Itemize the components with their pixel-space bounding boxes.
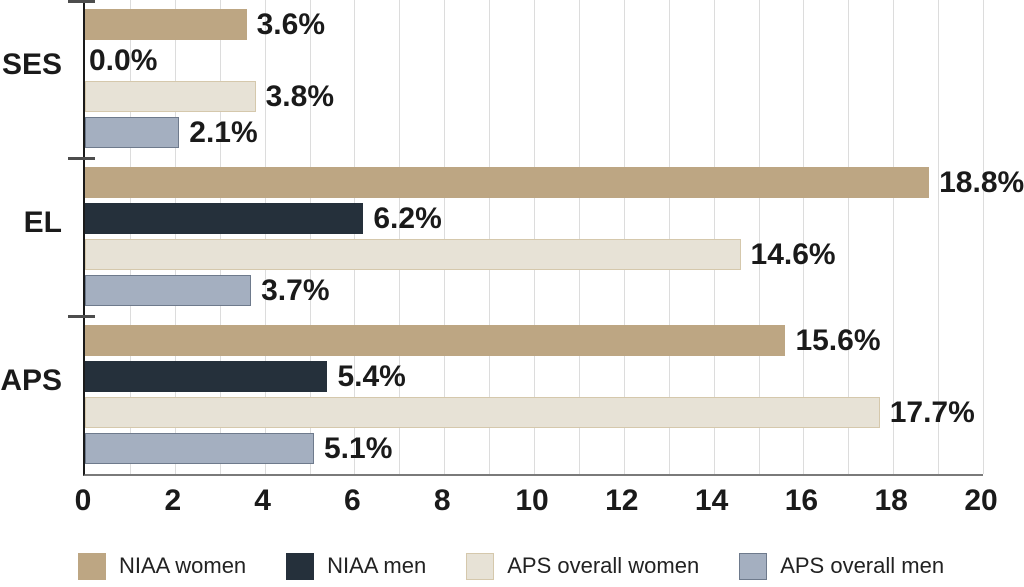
- bar-group-aps: 15.6% 5.4% 17.7% 5.1%: [85, 316, 983, 474]
- gridline: [174, 0, 176, 474]
- bar-ses-niaa-women: [85, 9, 247, 41]
- bar-row-ses-aps-overall-men: 2.1%: [85, 115, 983, 149]
- value-label: 3.6%: [256, 7, 326, 41]
- bar-row-el-niaa-women: 18.8%: [85, 167, 1024, 199]
- bar-el-aps-overall-men: [85, 275, 252, 307]
- legend-label: NIAA women: [119, 553, 247, 578]
- gridline: [444, 0, 446, 474]
- x-tick-label: 12: [605, 484, 639, 517]
- x-tick-label: 10: [515, 484, 549, 517]
- legend-label: APS overall men: [780, 553, 945, 578]
- legend-item-aps-overall-men: APS overall men: [739, 552, 945, 580]
- gridline: [623, 0, 625, 474]
- x-tick-label: 0: [74, 484, 92, 517]
- x-tick-label: 14: [694, 484, 729, 517]
- bar-ses-aps-overall-women: [85, 81, 256, 113]
- gridline: [534, 0, 535, 474]
- gridline: [803, 0, 805, 474]
- value-label: 15.6%: [795, 323, 881, 357]
- bar-group-ses: 3.6% 0.0% 3.8% 2.1%: [85, 0, 983, 158]
- legend-swatch-niaa-men: [286, 552, 315, 580]
- legend-swatch-niaa-women: [78, 552, 106, 580]
- legend-item-niaa-women: NIAA women: [78, 552, 247, 580]
- bar-el-niaa-men: [85, 203, 364, 235]
- x-tick-label: 20: [964, 484, 998, 517]
- value-label: 18.8%: [939, 165, 1024, 199]
- x-tick-label: 2: [164, 484, 182, 517]
- bar-row-aps-niaa-men: 5.4%: [85, 359, 983, 393]
- value-label: 3.7%: [261, 273, 330, 307]
- plot-area: 3.6% 0.0% 3.8% 2.1% 18.8% 6.2% 14.6% 3.7% 15.6% 5…: [68, 0, 1024, 476]
- legend-item-aps-overall-women: APS overall women: [466, 552, 700, 580]
- bar-row-aps-niaa-women: 15.6%: [85, 323, 983, 357]
- gridline: [578, 0, 580, 474]
- bar-row-el-niaa-men: 6.2%: [85, 201, 983, 235]
- category-boundary-tick: [68, 0, 95, 3]
- bar-group-el: 18.8% 6.2% 14.6% 3.7%: [85, 158, 1024, 316]
- bar-aps-niaa-women: [85, 325, 786, 357]
- value-label: 14.6%: [750, 237, 836, 271]
- gridline: [848, 0, 850, 474]
- value-label: 6.2%: [373, 201, 442, 235]
- value-label: 0.0%: [89, 43, 158, 77]
- x-tick-label: 18: [874, 484, 908, 517]
- value-label: 5.4%: [337, 359, 406, 393]
- value-label: 3.8%: [265, 79, 334, 113]
- value-label: 2.1%: [189, 115, 258, 149]
- legend: NIAA women NIAA men APS overall women APS o…: [78, 551, 944, 581]
- bar-el-niaa-women: [85, 167, 930, 199]
- bar-aps-aps-overall-men: [85, 433, 314, 465]
- category-boundary-tick: [68, 156, 95, 160]
- bar-el-aps-overall-women: [85, 239, 741, 271]
- gridline: [219, 0, 221, 474]
- bar-row-el-aps-overall-women: 14.6%: [85, 237, 983, 271]
- gridline: [938, 0, 940, 474]
- bar-row-aps-aps-overall-women: 17.7%: [85, 395, 983, 429]
- category-axis: SES EL APS: [0, 0, 62, 474]
- legend-item-niaa-men: NIAA men: [286, 552, 427, 580]
- value-label: 5.1%: [323, 431, 393, 465]
- value-label: 17.7%: [889, 395, 975, 429]
- legend-swatch-aps-overall-women: [466, 552, 495, 580]
- bar-row-ses-niaa-women: 3.6%: [85, 7, 983, 41]
- bar-row-ses-niaa-men: 0.0%: [85, 45, 983, 76]
- x-tick-label: 16: [784, 484, 819, 517]
- gridline: [129, 0, 131, 474]
- legend-swatch-aps-overall-men: [739, 552, 768, 580]
- bar-aps-niaa-men: [85, 361, 328, 393]
- x-tick-label: 8: [433, 484, 451, 517]
- bar-row-el-aps-overall-men: 3.7%: [85, 273, 983, 307]
- gridline: [983, 0, 984, 474]
- gridline: [399, 0, 401, 474]
- category-label-aps: APS: [0, 363, 62, 397]
- bar-ses-aps-overall-men: [85, 117, 180, 149]
- gridline: [354, 0, 356, 474]
- x-axis-labels: 0 2 4 6 8 10 12 14 16 18 20: [75, 484, 998, 520]
- legend-label: APS overall women: [507, 553, 700, 578]
- gridline: [893, 0, 895, 474]
- bar-row-aps-aps-overall-men: 5.1%: [85, 431, 983, 465]
- bar-row-ses-aps-overall-women: 3.8%: [85, 79, 983, 113]
- x-tick-label: 6: [344, 484, 361, 517]
- category-boundary-tick: [68, 314, 95, 318]
- gridline: [489, 0, 491, 474]
- gridline: [264, 0, 266, 474]
- gridline: [309, 0, 311, 474]
- gridline: [758, 0, 760, 474]
- x-tick-label: 4: [254, 484, 271, 517]
- gridline: [713, 0, 715, 474]
- legend-label: NIAA men: [327, 553, 427, 578]
- gridline: [668, 0, 670, 474]
- category-label-ses: SES: [1, 47, 62, 81]
- category-label-el: EL: [23, 205, 62, 239]
- bar-aps-aps-overall-women: [85, 397, 880, 429]
